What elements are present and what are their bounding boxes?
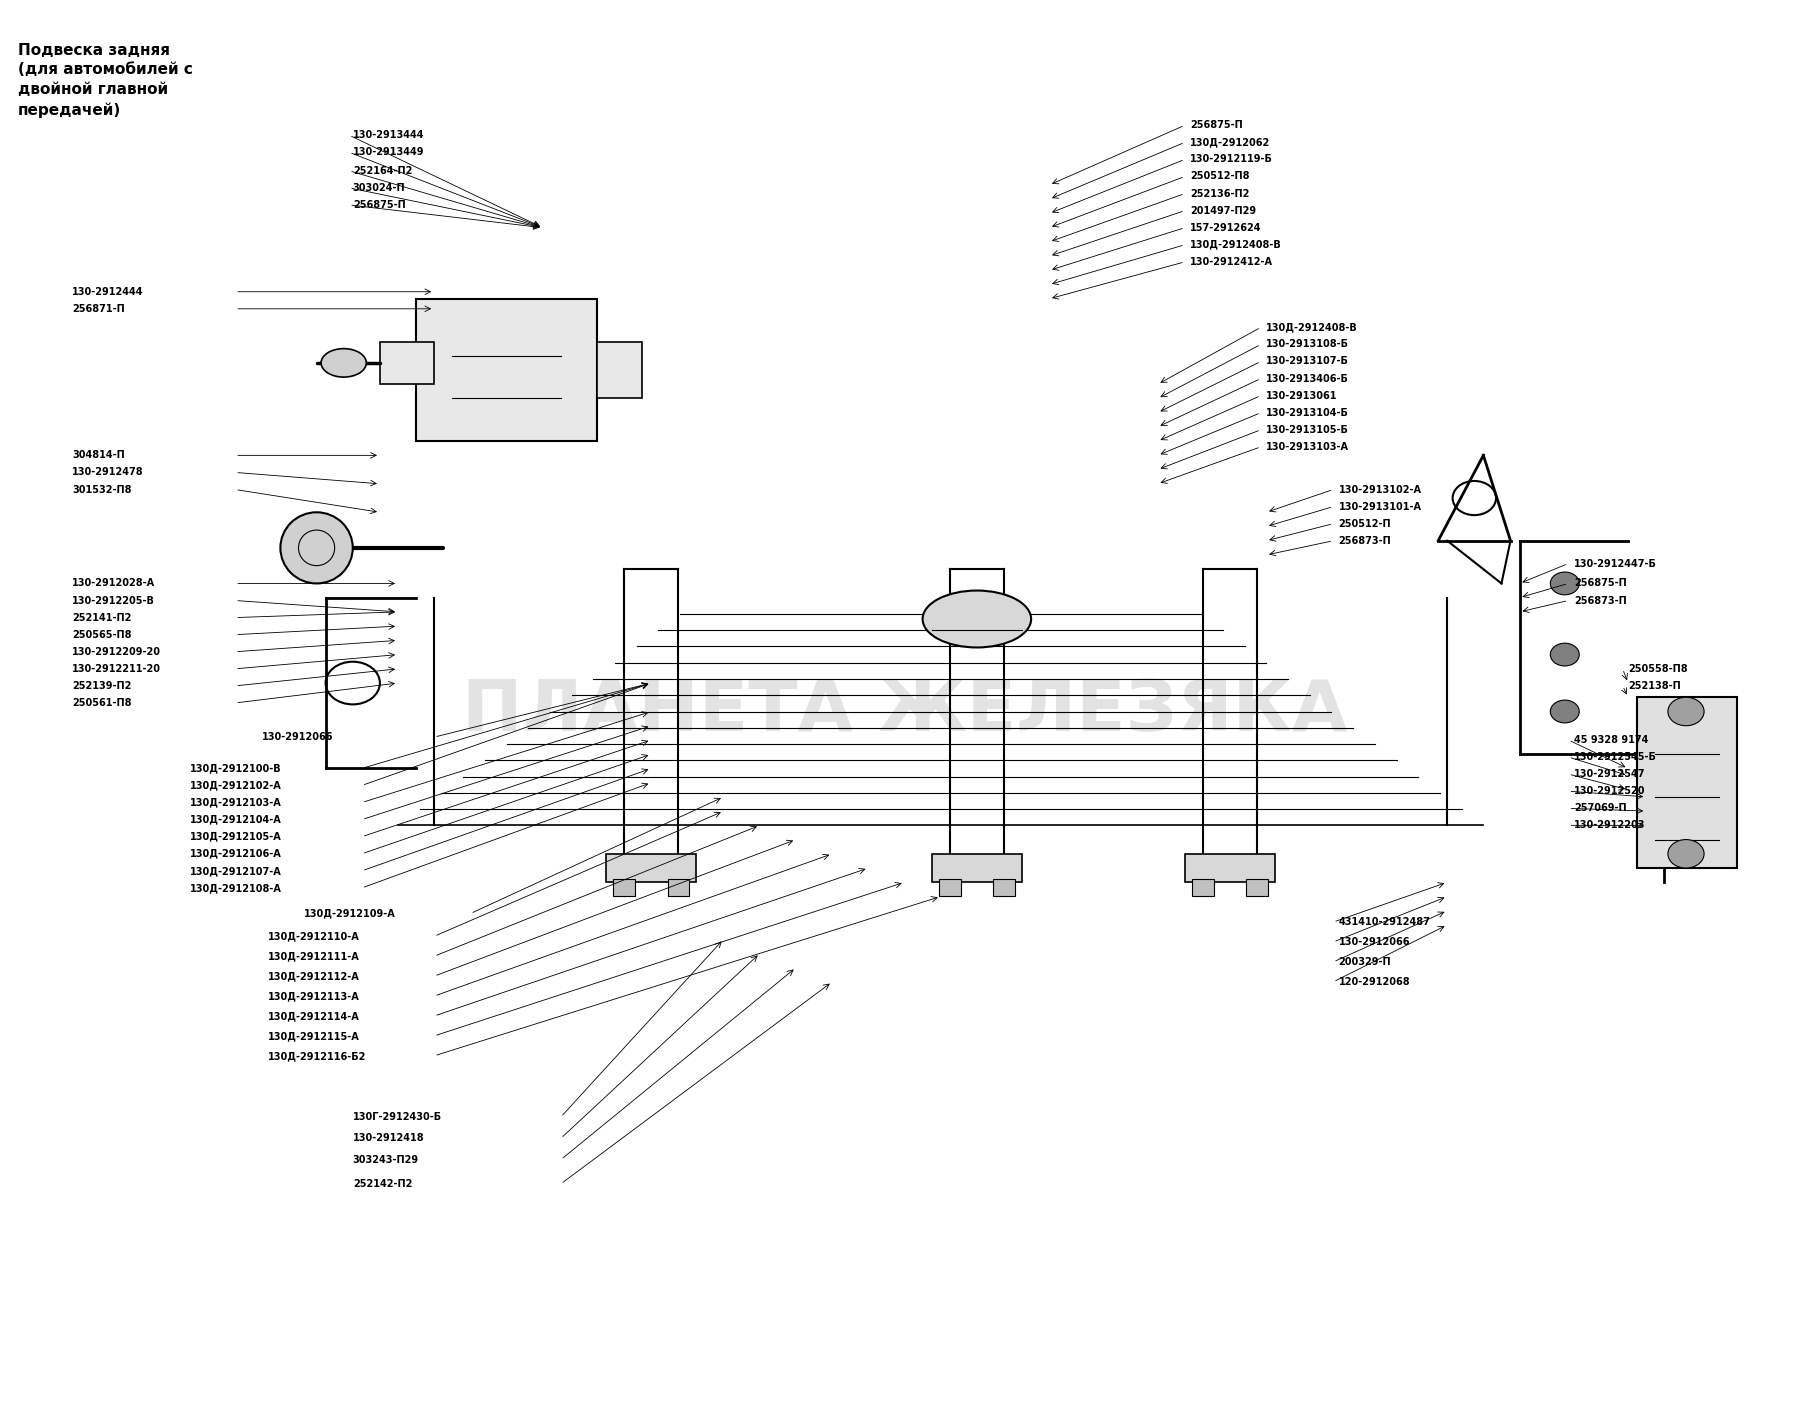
Text: 130-2913449: 130-2913449 [353, 147, 425, 158]
Text: 250558-П8: 250558-П8 [1628, 663, 1688, 675]
Text: 130-2913108-Б: 130-2913108-Б [1266, 339, 1350, 350]
Text: 130-2913103-А: 130-2913103-А [1266, 441, 1350, 453]
Bar [993, 879, 1015, 896]
Text: 301532-П8: 301532-П8 [72, 484, 132, 495]
Text: 130Д-2912106-А: 130Д-2912106-А [190, 848, 282, 859]
Bar [380, 342, 434, 384]
Text: 252136-П2: 252136-П2 [1190, 188, 1250, 199]
Bar [606, 854, 696, 882]
Text: 256873-П: 256873-П [1574, 595, 1626, 606]
Text: 130-2913406-Б: 130-2913406-Б [1266, 373, 1350, 384]
Bar [613, 879, 635, 896]
Circle shape [1550, 643, 1579, 666]
Text: 201497-П29: 201497-П29 [1190, 205, 1257, 216]
Text: 130-2912203: 130-2912203 [1574, 820, 1646, 831]
Text: 130-2912205-В: 130-2912205-В [72, 595, 156, 606]
Text: 130-2913061: 130-2913061 [1266, 390, 1339, 401]
Text: 130-2912447-Б: 130-2912447-Б [1574, 558, 1657, 569]
Text: 200329-П: 200329-П [1339, 956, 1391, 968]
Text: 130-2912478: 130-2912478 [72, 467, 145, 478]
Text: 252141-П2: 252141-П2 [72, 612, 132, 623]
Text: 256875-П: 256875-П [1574, 578, 1626, 589]
Text: Подвеска задняя
(для автомобилей с
двойной главной
передачей): Подвеска задняя (для автомобилей с двойн… [18, 43, 194, 118]
Bar [1637, 697, 1737, 868]
Text: 130-2912209-20: 130-2912209-20 [72, 646, 161, 657]
Text: 157-2912624: 157-2912624 [1190, 222, 1263, 233]
Text: 130-2912418: 130-2912418 [353, 1133, 425, 1144]
Text: 130-2913104-Б: 130-2913104-Б [1266, 407, 1350, 418]
Text: 250512-П8: 250512-П8 [1190, 171, 1250, 182]
Text: 257069-П: 257069-П [1574, 803, 1626, 814]
Circle shape [1668, 840, 1704, 868]
Text: 130Д-2912110-А: 130Д-2912110-А [268, 931, 360, 942]
Text: 130-2913107-Б: 130-2913107-Б [1266, 356, 1350, 367]
Text: 130-2912547: 130-2912547 [1574, 768, 1646, 780]
Text: 130-2912066: 130-2912066 [1339, 936, 1411, 948]
Bar [932, 854, 1022, 882]
Text: 303024-П: 303024-П [353, 182, 405, 194]
Text: 130Д-2912100-В: 130Д-2912100-В [190, 763, 282, 774]
Text: 252164-П2: 252164-П2 [353, 165, 412, 176]
Text: ПЛАНЕТА ЖЕЛЕЗЯКА: ПЛАНЕТА ЖЕЛЕЗЯКА [461, 677, 1348, 746]
Text: 130Д-2912103-А: 130Д-2912103-А [190, 797, 282, 808]
Text: 252142-П2: 252142-П2 [353, 1178, 412, 1190]
Text: 130-2912520: 130-2912520 [1574, 785, 1646, 797]
Text: 130Д-2912116-Б2: 130Д-2912116-Б2 [268, 1050, 365, 1062]
Text: 130-2913101-А: 130-2913101-А [1339, 501, 1422, 512]
Text: 130-2913105-Б: 130-2913105-Б [1266, 424, 1350, 435]
Text: 130Д-2912102-А: 130Д-2912102-А [190, 780, 282, 791]
Text: 130Д-2912113-А: 130Д-2912113-А [268, 990, 360, 1002]
Text: 250561-П8: 250561-П8 [72, 697, 132, 709]
Text: 130-2912412-А: 130-2912412-А [1190, 256, 1274, 268]
Text: 130Д-2912105-А: 130Д-2912105-А [190, 831, 282, 842]
Circle shape [1668, 697, 1704, 726]
Text: 130-2912444: 130-2912444 [72, 286, 145, 297]
Text: 431410-2912487: 431410-2912487 [1339, 916, 1431, 928]
Text: 303243-П29: 303243-П29 [353, 1154, 420, 1165]
Ellipse shape [320, 349, 365, 377]
Text: 45 9328 9174: 45 9328 9174 [1574, 734, 1648, 746]
Text: 130Д-2912112-А: 130Д-2912112-А [268, 970, 360, 982]
Text: 250512-П: 250512-П [1339, 518, 1391, 529]
Text: 256875-П: 256875-П [353, 199, 405, 211]
Text: 130-2912545-Б: 130-2912545-Б [1574, 751, 1657, 763]
Text: 130Д-2912408-В: 130Д-2912408-В [1190, 239, 1283, 250]
Text: 130-2912211-20: 130-2912211-20 [72, 663, 161, 675]
Text: 252138-П: 252138-П [1628, 680, 1681, 692]
Text: 130Д-2912108-А: 130Д-2912108-А [190, 882, 282, 894]
Text: 130-2912066: 130-2912066 [262, 731, 335, 743]
Text: 130Д-2912062: 130Д-2912062 [1190, 137, 1270, 148]
Text: 130Д-2912111-А: 130Д-2912111-А [268, 951, 360, 962]
Bar [1185, 854, 1275, 882]
Bar [939, 879, 961, 896]
Circle shape [1550, 572, 1579, 595]
Bar [416, 299, 597, 441]
Bar [1192, 879, 1214, 896]
Bar [668, 879, 689, 896]
Circle shape [1550, 700, 1579, 723]
Ellipse shape [280, 512, 353, 583]
Text: 256875-П: 256875-П [1190, 120, 1243, 131]
Ellipse shape [923, 591, 1031, 647]
Text: 304814-П: 304814-П [72, 450, 125, 461]
Text: 130Д-2912408-В: 130Д-2912408-В [1266, 322, 1359, 333]
Text: 256873-П: 256873-П [1339, 535, 1391, 546]
Text: 130Г-2912430-Б: 130Г-2912430-Б [353, 1111, 441, 1123]
Text: 130-2913444: 130-2913444 [353, 129, 425, 141]
Text: 250565-П8: 250565-П8 [72, 629, 132, 640]
Text: 130Д-2912115-А: 130Д-2912115-А [268, 1030, 360, 1042]
Bar [1246, 879, 1268, 896]
Text: 120-2912068: 120-2912068 [1339, 976, 1411, 988]
Text: 130Д-2912104-А: 130Д-2912104-А [190, 814, 282, 825]
Text: 256871-П: 256871-П [72, 303, 125, 314]
Text: 130-2912119-Б: 130-2912119-Б [1190, 154, 1274, 165]
Text: 130Д-2912109-А: 130Д-2912109-А [304, 908, 396, 919]
Bar [597, 342, 642, 398]
Text: 130-2913102-А: 130-2913102-А [1339, 484, 1422, 495]
Text: 130Д-2912107-А: 130Д-2912107-А [190, 865, 282, 877]
Text: 130Д-2912114-А: 130Д-2912114-А [268, 1010, 360, 1022]
Text: 130-2912028-А: 130-2912028-А [72, 578, 156, 589]
Text: 252139-П2: 252139-П2 [72, 680, 132, 692]
